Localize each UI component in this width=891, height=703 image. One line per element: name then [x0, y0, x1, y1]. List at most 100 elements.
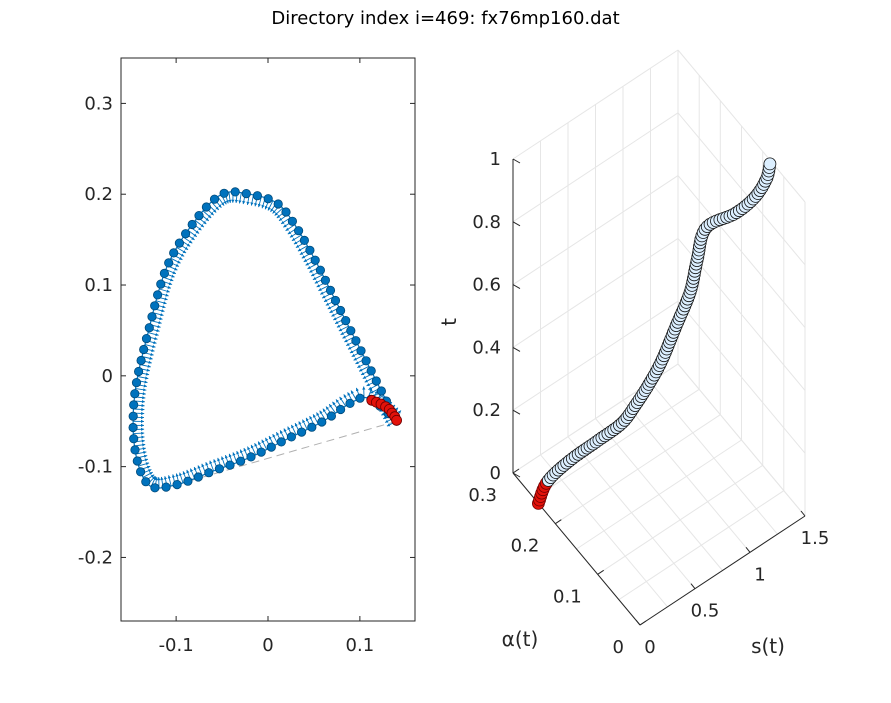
- left-vector-arrowhead: [353, 357, 357, 361]
- left-vector-arrowhead: [172, 271, 176, 274]
- right-panel: 00.511.500.10.20.300.20.40.60.81 t s(t) …: [437, 49, 829, 658]
- left-vector-arrowhead: [369, 387, 373, 392]
- left-vector-arrowhead: [203, 220, 207, 224]
- left-vector-arrowhead: [142, 396, 146, 400]
- left-vector-arrowhead: [311, 273, 315, 277]
- left-marker: [193, 472, 203, 482]
- left-vector-arrowhead: [291, 237, 296, 241]
- left-vector-arrowhead: [272, 434, 276, 438]
- left-vector-arrowhead: [283, 428, 287, 432]
- left-marker: [164, 258, 174, 268]
- left-vector-arrowhead: [295, 244, 300, 248]
- left-vector-arrowhead: [254, 443, 258, 447]
- left-vector-arrowhead: [250, 444, 254, 449]
- left-marker: [299, 235, 309, 245]
- left-vector-arrowhead: [157, 477, 161, 481]
- left-marker: [129, 434, 139, 444]
- left-vector-arrowhead: [333, 317, 337, 321]
- left-vector-arrowhead: [247, 446, 251, 450]
- left-vector-arrowhead: [240, 449, 243, 453]
- right-3d-axes: 00.511.500.10.20.300.20.40.60.81: [468, 149, 829, 658]
- left-xtick-label: 0: [262, 635, 273, 656]
- left-vector-arrowhead: [180, 253, 185, 257]
- left-vector-arrowhead: [161, 309, 165, 313]
- left-vector-arrowhead: [149, 356, 153, 360]
- left-vector-arrowhead: [355, 361, 359, 364]
- left-vector-arrowhead: [141, 435, 145, 439]
- left-vector-arrowhead: [158, 321, 162, 325]
- left-vector-arrowhead: [231, 199, 235, 203]
- left-marker: [219, 188, 229, 198]
- left-vector-arrowhead: [332, 401, 336, 406]
- left-vector-arrowhead: [213, 459, 217, 463]
- left-vector-arrowhead: [171, 474, 175, 478]
- left-vector-arrowhead: [166, 289, 170, 293]
- right-tick-mark: [555, 519, 562, 525]
- right-tick-mark: [800, 510, 806, 517]
- right-tick-mark: [512, 346, 521, 352]
- left-vector-arrowhead: [179, 472, 182, 476]
- left-marker: [376, 386, 386, 396]
- left-vector-arrowhead: [157, 325, 161, 329]
- left-marker: [246, 452, 256, 462]
- left-vector-arrowhead: [301, 255, 306, 259]
- left-vector-arrowhead: [150, 352, 154, 356]
- left-marker: [183, 476, 193, 486]
- left-marker: [320, 275, 330, 285]
- left-vector-arrowhead: [200, 224, 204, 228]
- left-vector-arrowhead: [291, 424, 295, 429]
- left-marker: [131, 377, 142, 388]
- left-vector-arrowhead: [168, 282, 173, 286]
- left-vector-arrowhead: [316, 412, 320, 416]
- right-xtick-label: 0.5: [691, 601, 720, 622]
- left-vector-arrowhead: [213, 209, 217, 213]
- left-marker: [315, 265, 325, 275]
- right-grid-line: [597, 464, 763, 575]
- left-vector-arrowhead: [156, 329, 160, 333]
- left-vector-arrowhead: [319, 410, 323, 414]
- left-vector-arrowhead: [153, 341, 157, 345]
- right-ytick-label: 0.1: [553, 586, 582, 607]
- right-ylabel: α(t): [502, 627, 539, 651]
- left-vector-arrowhead: [329, 404, 333, 408]
- left-highlight-marker: [391, 414, 403, 426]
- left-vector-arrowhead: [309, 416, 313, 420]
- left-marker: [330, 295, 341, 306]
- left-vector-arrowhead: [163, 476, 167, 480]
- left-ytick-label: -0.1: [78, 457, 113, 478]
- left-vector-arrowhead: [324, 298, 328, 302]
- left-ytick-label: 0.1: [84, 275, 113, 296]
- left-vector-arrowhead: [188, 240, 193, 244]
- left-marker: [287, 216, 297, 226]
- left-vector-arrowhead: [289, 234, 294, 238]
- left-vector-arrowhead: [325, 302, 330, 306]
- left-vector-arrowhead: [225, 200, 229, 204]
- left-vector-arrowhead: [163, 301, 167, 305]
- right-axis-labels: t s(t) α(t): [437, 318, 785, 658]
- left-vector-arrowhead: [142, 447, 146, 451]
- left-vector-arrowhead: [258, 441, 261, 445]
- left-vector-arrowhead: [236, 451, 240, 455]
- left-vector-arrowhead: [362, 375, 367, 379]
- right-tick-mark: [639, 620, 647, 626]
- right-grid-line: [576, 439, 742, 550]
- left-vector-arrowhead: [307, 266, 311, 269]
- left-vector-arrowhead: [234, 199, 238, 203]
- left-vector-arrowhead: [261, 439, 265, 444]
- left-marker: [241, 189, 251, 199]
- right-grid-line: [512, 49, 679, 160]
- right-grid-line: [512, 237, 679, 348]
- left-vector-arrowhead: [294, 423, 298, 427]
- left-vector-arrowhead: [386, 423, 391, 427]
- right-ytick-label: 0.3: [468, 485, 497, 506]
- left-vector-arrowhead: [326, 406, 330, 410]
- left-vector-arrowhead: [347, 392, 351, 396]
- left-vector-arrowhead: [281, 220, 285, 224]
- left-vector-arrowhead: [313, 414, 316, 418]
- left-vector-arrowhead: [186, 469, 190, 474]
- left-marker: [345, 398, 355, 408]
- left-vector-arrowhead: [320, 291, 324, 295]
- left-marker: [307, 422, 317, 432]
- right-xtick-label: 1.5: [801, 528, 830, 549]
